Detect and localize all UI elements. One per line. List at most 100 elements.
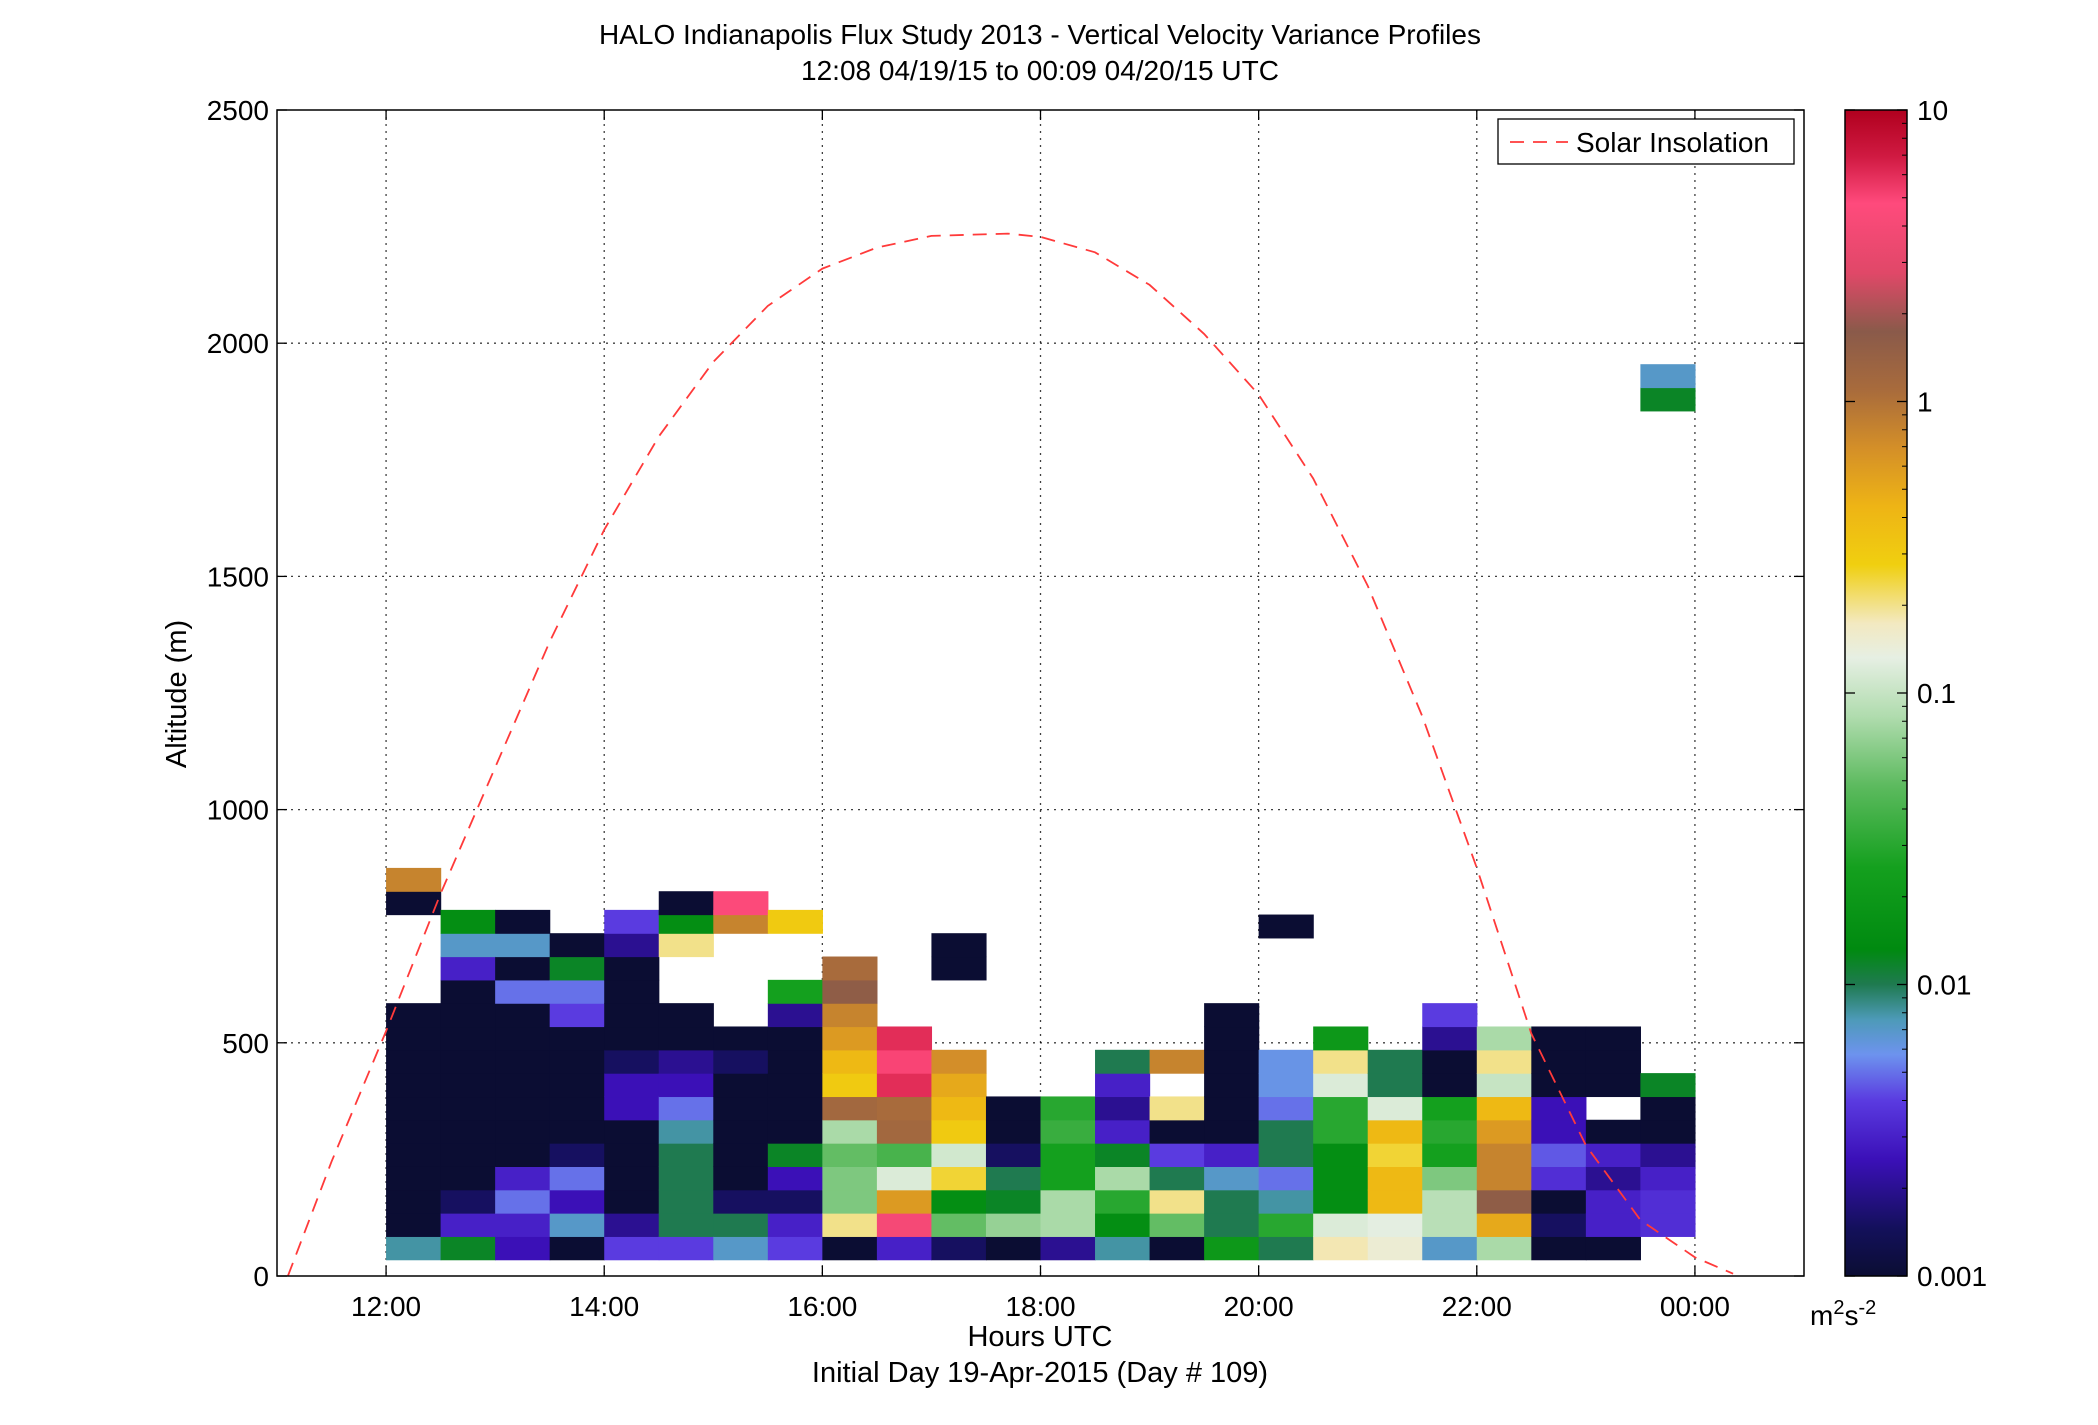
heatmap-cell: [822, 1049, 878, 1074]
heatmap-cell: [767, 1166, 823, 1191]
heatmap-cell: [604, 933, 660, 958]
heatmap-cell: [386, 1003, 442, 1028]
heatmap-cell: [440, 1003, 496, 1028]
heatmap-cell: [549, 1119, 605, 1144]
heatmap-cell: [767, 1236, 823, 1261]
heatmap-cell: [1585, 1189, 1641, 1214]
heatmap-cell: [985, 1166, 1042, 1191]
heatmap-cell: [1585, 1119, 1641, 1144]
heatmap-cell: [604, 1143, 660, 1167]
colorbar-ramp: [1845, 110, 1907, 1276]
heatmap-cell: [1040, 1236, 1096, 1261]
heatmap-cell: [386, 1096, 442, 1121]
heatmap-cell: [549, 956, 605, 981]
heatmap-cell: [1204, 1003, 1260, 1028]
heatmap-cell: [876, 1119, 933, 1144]
heatmap-cell: [1531, 1189, 1587, 1214]
y-tick-label: 500: [222, 1028, 269, 1059]
heatmap-cell: [767, 1026, 823, 1051]
heatmap-cell: [495, 1049, 551, 1074]
heatmap-cell: [1367, 1189, 1423, 1214]
heatmap-cell: [440, 956, 496, 981]
heatmap-cell: [876, 1096, 933, 1121]
x-axis-sublabel: Initial Day 19-Apr-2015 (Day # 109): [812, 1357, 1268, 1389]
heatmap-cell: [713, 909, 769, 934]
heatmap-cell: [931, 1166, 987, 1191]
heatmap-cell: [440, 979, 496, 1004]
heatmap-cell: [1367, 1096, 1423, 1121]
heatmap-cell: [604, 1003, 660, 1028]
heatmap-cell: [495, 956, 551, 981]
heatmap-cell: [440, 1119, 496, 1144]
heatmap-cell: [931, 1119, 987, 1144]
colorbar-tick-label: 0.001: [1917, 1261, 1987, 1292]
heatmap-cell: [1258, 1096, 1314, 1121]
heatmap-cell: [1258, 1236, 1314, 1261]
heatmap-cell: [1476, 1049, 1532, 1074]
heatmap-cell: [495, 1026, 551, 1051]
heatmap-cell: [549, 1026, 605, 1051]
y-tick-label: 0: [253, 1261, 269, 1292]
heatmap-cell: [1367, 1166, 1423, 1191]
heatmap-cell: [1258, 1166, 1314, 1191]
heatmap-cell: [1585, 1049, 1641, 1074]
heatmap-cell: [1476, 1213, 1532, 1237]
heatmap-cell: [1149, 1049, 1205, 1074]
heatmap-cell: [1204, 1143, 1260, 1167]
x-tick-label: 16:00: [787, 1291, 857, 1322]
heatmap-cell: [1585, 1236, 1641, 1261]
heatmap-cell: [1258, 1143, 1314, 1167]
heatmap-cell: [1585, 1073, 1641, 1098]
heatmap-cell: [1095, 1096, 1151, 1121]
heatmap-cell: [549, 1073, 605, 1098]
heatmap-cell: [604, 979, 660, 1004]
heatmap-cell: [931, 956, 987, 981]
heatmap-cell: [1422, 1026, 1478, 1051]
heatmap-cell: [1204, 1119, 1260, 1144]
heatmap-cell: [658, 1049, 714, 1074]
heatmap-cell: [658, 1166, 714, 1191]
heatmap-cell: [495, 1166, 551, 1191]
heatmap-cell: [495, 1073, 551, 1098]
heatmap-cell: [1258, 1213, 1314, 1237]
heatmap-cell: [1476, 1236, 1532, 1261]
heatmap-cell: [1422, 1236, 1478, 1261]
legend: Solar Insolation: [1497, 118, 1795, 165]
heatmap-cell: [822, 1003, 878, 1028]
x-tick-label: 14:00: [569, 1291, 639, 1322]
heatmap-cell: [1422, 1143, 1478, 1167]
heatmap-cell: [1367, 1119, 1423, 1144]
heatmap-cell: [1040, 1166, 1096, 1191]
heatmap-cell: [440, 1166, 496, 1191]
heatmap-cell: [985, 1189, 1042, 1214]
heatmap-cell: [985, 1213, 1042, 1237]
heatmap-cell: [386, 1143, 442, 1167]
heatmap-cell: [1040, 1189, 1096, 1214]
heatmap-cell: [604, 1119, 660, 1144]
heatmap-cell: [767, 979, 823, 1004]
heatmap-cell: [440, 1189, 496, 1214]
x-axis-label: Hours UTC: [967, 1321, 1112, 1353]
heatmap-cell: [495, 1096, 551, 1121]
heatmap-cell: [495, 1189, 551, 1214]
colorbar-tick-label: 0.1: [1917, 678, 1956, 709]
heatmap-cell: [495, 1119, 551, 1144]
heatmap-cell: [931, 1096, 987, 1121]
heatmap-cell: [440, 1236, 496, 1261]
heatmap-cell: [822, 1213, 878, 1237]
heatmap-cell: [1258, 914, 1314, 939]
heatmap-cell: [386, 1073, 442, 1098]
heatmap-cell: [767, 1119, 823, 1144]
heatmap-cell: [1531, 1026, 1587, 1051]
heatmap-cell: [713, 1073, 769, 1098]
heatmap-cell: [604, 1026, 660, 1051]
y-tick-label: 2000: [207, 328, 269, 359]
y-axis-ticks: 0 500 1000 1500 2000 2500: [207, 95, 1804, 1292]
heatmap-cell: [985, 1119, 1042, 1144]
heatmap-cell: [1640, 1119, 1696, 1144]
heatmap-cell: [386, 1236, 442, 1261]
heatmap-cell: [658, 1236, 714, 1261]
heatmap-cell: [1313, 1026, 1369, 1051]
heatmap-cell: [1422, 1213, 1478, 1237]
colorbar-unit-base: m: [1810, 1300, 1833, 1331]
